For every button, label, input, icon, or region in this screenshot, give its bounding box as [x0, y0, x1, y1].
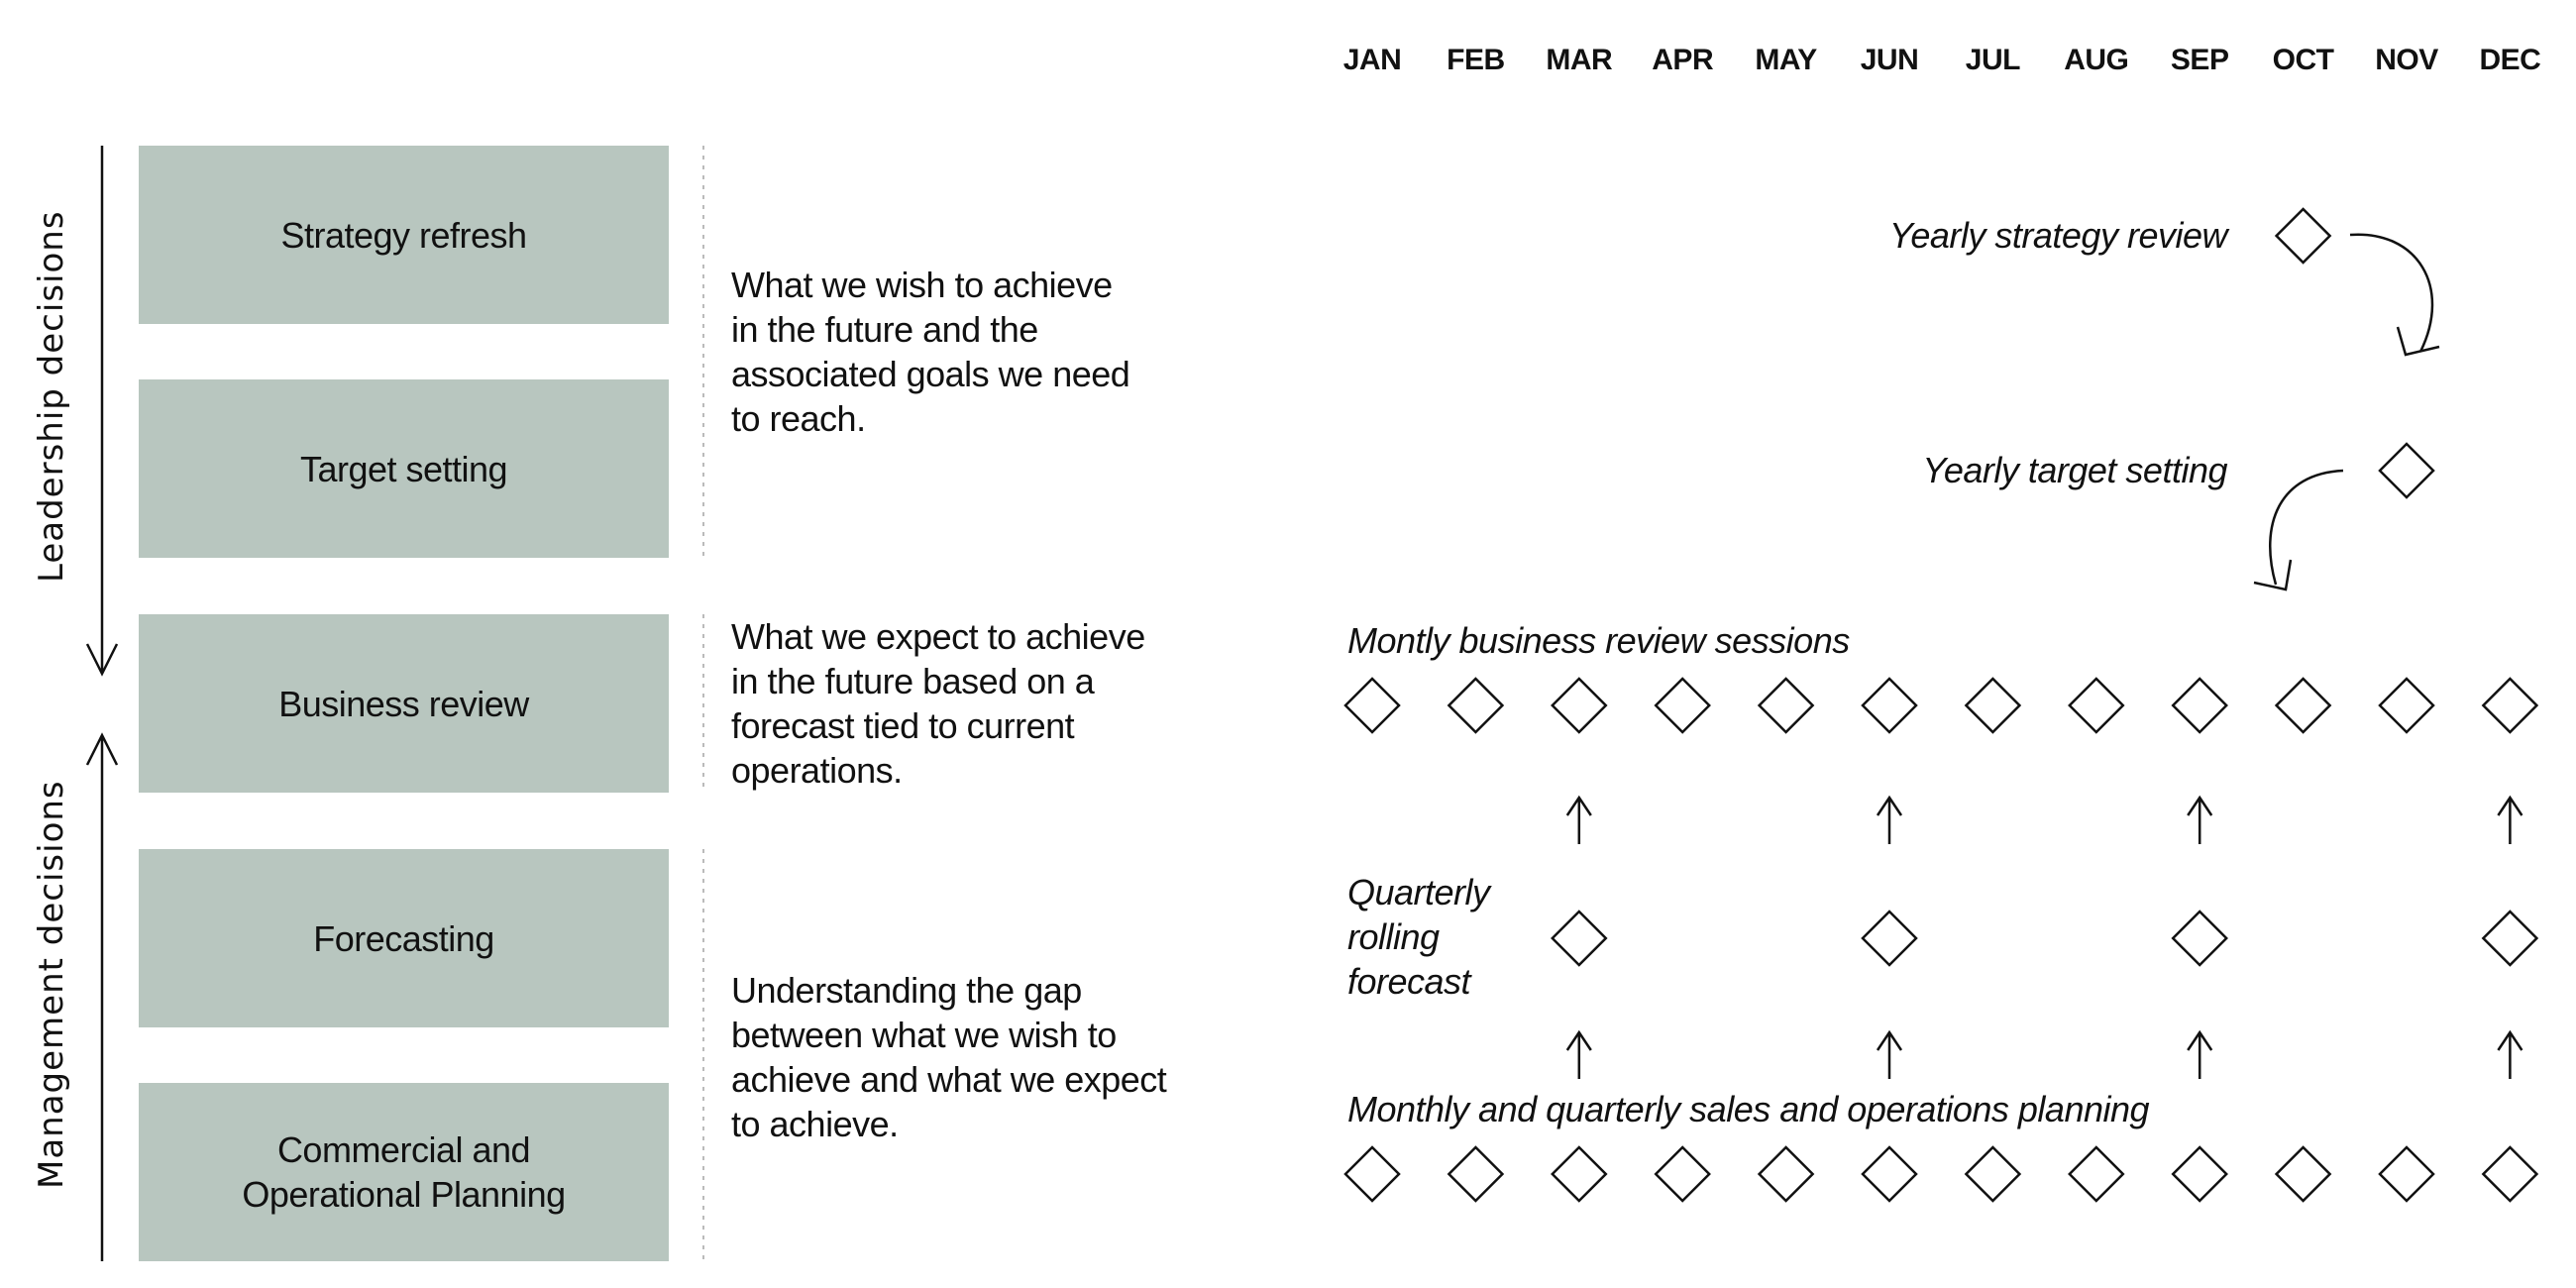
business-review-diamond-icon	[2171, 677, 2228, 734]
curved-arrowhead-icon	[2253, 559, 2293, 591]
month-dec: DEC	[2479, 44, 2541, 76]
box-forecasting: Forecasting	[139, 849, 669, 1027]
month-jan: JAN	[1342, 44, 1402, 76]
quarterly-forecast-label: Quarterly rolling forecast	[1347, 872, 1490, 1002]
up-arrow-icon	[2497, 1029, 2523, 1079]
business-review-diamond-icon	[2274, 677, 2332, 734]
curved-arrowhead-icon	[2396, 326, 2440, 357]
box-target-setting: Target setting	[139, 379, 669, 558]
sop-diamond-icon	[2378, 1145, 2435, 1203]
sop-diamond-icon	[1964, 1145, 2022, 1203]
business-review-diamond-icon	[1861, 677, 1918, 734]
quarterly-forecast-diamond-icon	[1551, 910, 1608, 967]
business-review-diamond-icon	[2068, 677, 2125, 734]
sop-diamond-icon	[1654, 1145, 1711, 1203]
sop-label: Monthly and quarterly sales and operatio…	[1347, 1089, 2150, 1129]
up-arrow-icon	[1565, 795, 1592, 844]
business-review-diamond-icon	[1447, 677, 1505, 734]
business-review-diamond-icon	[1551, 677, 1608, 734]
description-leadership: What we wish to achieve in the future an…	[731, 265, 1130, 439]
sop-diamond-icon	[2481, 1145, 2539, 1203]
sop-diamond-icon	[2171, 1145, 2228, 1203]
month-aug: AUG	[2064, 44, 2129, 76]
month-jun: JUN	[1860, 44, 1919, 76]
month-apr: APR	[1652, 44, 1714, 76]
sop-diamond-icon	[1447, 1145, 1505, 1203]
quarterly-forecast-diamond-icon	[2171, 910, 2228, 967]
up-arrow-icon	[1876, 1029, 1903, 1079]
yearly-strategy-label: Yearly strategy review	[1888, 215, 2228, 256]
business-review-diamond-icon	[2378, 677, 2435, 734]
yearly-strategy-diamond-icon	[2274, 207, 2332, 265]
box-business-review: Business review	[139, 614, 669, 793]
box-strategy-refresh: Strategy refresh	[139, 146, 669, 324]
month-sep: SEP	[2170, 44, 2229, 76]
business-review-diamond-icon	[1343, 677, 1401, 734]
box-commercial-operational-planning: Commercial and Operational Planning	[139, 1083, 669, 1261]
up-arrow-icon	[2187, 795, 2213, 844]
yearly-target-diamond-icon	[2378, 442, 2435, 499]
quarterly-forecast-diamond-icon	[1861, 910, 1918, 967]
up-arrow-icon	[2497, 795, 2523, 844]
yearly-target-label: Yearly target setting	[1922, 450, 2227, 490]
business-review-diamond-icon	[2481, 677, 2539, 734]
business-review-diamond-icon	[1757, 677, 1815, 734]
quarterly-forecast-diamond-icon	[2481, 910, 2539, 967]
month-mar: MAR	[1546, 44, 1613, 76]
description-business-review: What we expect to achieve in the future …	[731, 616, 1145, 791]
month-jul: JUL	[1965, 44, 2021, 76]
business-review-diamond-icon	[1964, 677, 2022, 734]
month-may: MAY	[1755, 44, 1817, 76]
curved-arrow-icon	[2349, 233, 2434, 353]
curved-arrow-icon	[2268, 469, 2344, 586]
business-review-diamond-icon	[1654, 677, 1711, 734]
management-up-arrow-icon	[85, 732, 119, 1261]
sop-diamond-icon	[1343, 1145, 1401, 1203]
sop-diamond-icon	[1757, 1145, 1815, 1203]
sop-diamond-icon	[2274, 1145, 2332, 1203]
up-arrow-icon	[2187, 1029, 2213, 1079]
sop-diamond-icon	[1861, 1145, 1918, 1203]
leadership-down-arrow-icon	[85, 146, 119, 677]
up-arrow-icon	[1876, 795, 1903, 844]
up-arrow-icon	[1565, 1029, 1592, 1079]
month-oct: OCT	[2272, 44, 2334, 76]
month-nov: NOV	[2375, 44, 2438, 76]
description-gap: Understanding the gap between what we wi…	[731, 970, 1167, 1144]
sop-diamond-icon	[2068, 1145, 2125, 1203]
month-feb: FEB	[1447, 44, 1505, 76]
sop-diamond-icon	[1551, 1145, 1608, 1203]
business-review-label: Montly business review sessions	[1347, 620, 1850, 661]
